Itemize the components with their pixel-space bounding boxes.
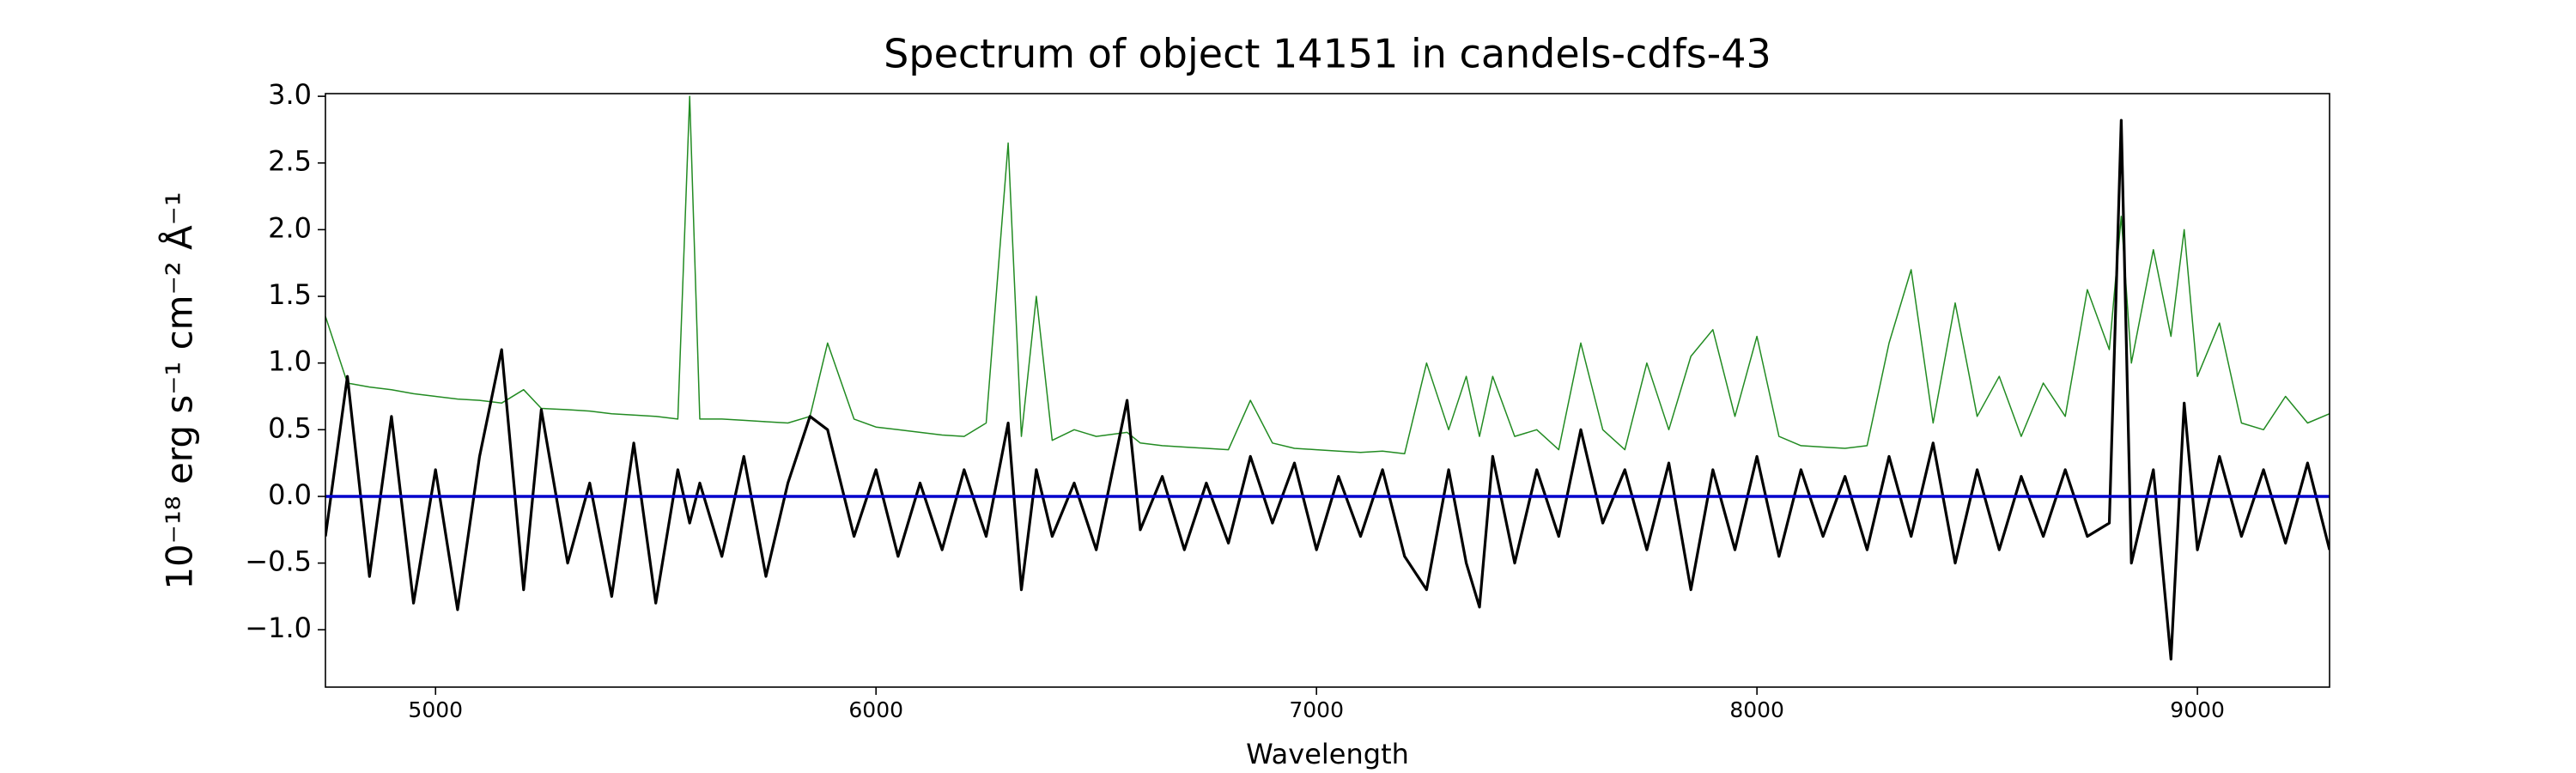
y-tick-label: −1.0 — [245, 612, 312, 644]
x-axis-label: Wavelength — [1246, 738, 1409, 770]
y-tick-label: 2.5 — [268, 145, 312, 178]
chart-title: Spectrum of object 14151 in candels-cdfs… — [884, 31, 1771, 77]
x-tick-label: 6000 — [848, 697, 903, 722]
y-tick-label: 3.0 — [268, 78, 312, 111]
x-tick-label: 7000 — [1289, 697, 1344, 722]
y-tick-label: 0.0 — [268, 478, 312, 511]
y-tick-label: −0.5 — [245, 545, 312, 578]
x-tick-label: 8000 — [1729, 697, 1784, 722]
series-line — [325, 119, 2330, 660]
y-tick-label: 2.0 — [268, 211, 312, 244]
y-tick-label: 1.0 — [268, 345, 312, 378]
x-tick-label: 5000 — [408, 697, 463, 722]
x-tick-label: 9000 — [2170, 697, 2225, 722]
series-line — [325, 95, 2330, 455]
y-tick-label: 1.5 — [268, 278, 312, 311]
plot-frame — [325, 93, 2330, 688]
y-tick-label: 0.5 — [268, 411, 312, 444]
y-axis-label: 10⁻¹⁸ erg s⁻¹ cm⁻² Å⁻¹ — [158, 192, 201, 589]
